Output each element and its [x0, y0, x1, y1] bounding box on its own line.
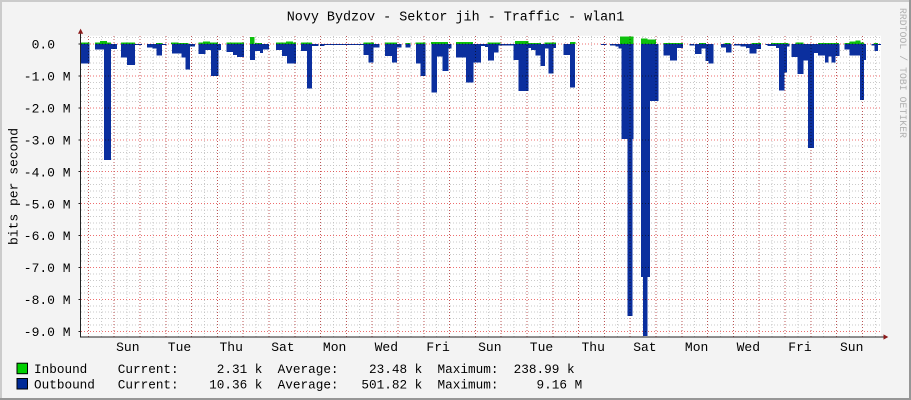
svg-text:Fri: Fri	[426, 340, 450, 355]
svg-text:Fri: Fri	[788, 340, 812, 355]
svg-text:bits per second: bits per second	[7, 128, 22, 245]
svg-text:0.0: 0.0	[32, 38, 55, 53]
svg-text:RRDTOOL / TOBI OETIKER: RRDTOOL / TOBI OETIKER	[897, 8, 908, 138]
svg-text:M: M	[63, 325, 71, 340]
svg-text:Mon: Mon	[323, 340, 346, 355]
svg-text:Sat: Sat	[633, 340, 656, 355]
svg-text:Wed: Wed	[375, 340, 398, 355]
svg-text:-3.0: -3.0	[24, 133, 55, 148]
svg-text:M: M	[63, 101, 71, 116]
svg-text:-8.0: -8.0	[24, 293, 55, 308]
svg-text:Novy Bydzov - Sektor jih - Tra: Novy Bydzov - Sektor jih - Traffic - wla…	[287, 10, 625, 25]
svg-text:-9.0: -9.0	[24, 325, 55, 340]
svg-text:M: M	[63, 197, 71, 212]
svg-text:Thu: Thu	[581, 340, 604, 355]
svg-text:M: M	[63, 229, 71, 244]
svg-text:Sun: Sun	[478, 340, 501, 355]
svg-text:Sun: Sun	[116, 340, 139, 355]
svg-text:-1.0: -1.0	[24, 70, 55, 85]
svg-text:-4.0: -4.0	[24, 165, 55, 180]
svg-text:Tue: Tue	[530, 340, 553, 355]
svg-text:M: M	[63, 70, 71, 85]
svg-text:M: M	[63, 261, 71, 276]
svg-text:Mon: Mon	[685, 340, 708, 355]
svg-text:-2.0: -2.0	[24, 101, 55, 116]
svg-text:M: M	[63, 133, 71, 148]
svg-text:Sat: Sat	[271, 340, 294, 355]
svg-text:-7.0: -7.0	[24, 261, 55, 276]
svg-text:-6.0: -6.0	[24, 229, 55, 244]
svg-text:Thu: Thu	[219, 340, 242, 355]
svg-text:-5.0: -5.0	[24, 197, 55, 212]
svg-text:Sun: Sun	[840, 340, 863, 355]
svg-text:Tue: Tue	[168, 340, 191, 355]
svg-text:M: M	[63, 293, 71, 308]
svg-text:Wed: Wed	[737, 340, 760, 355]
svg-text:Inbound Current: 2.31 k: Inbound Current: 2.31 k Average: 23.48 k…	[34, 362, 575, 377]
svg-text:M: M	[63, 165, 71, 180]
svg-text:Outbound Current: 10.36 k: Outbound Current: 10.36 k Average: 501.8…	[34, 377, 582, 392]
